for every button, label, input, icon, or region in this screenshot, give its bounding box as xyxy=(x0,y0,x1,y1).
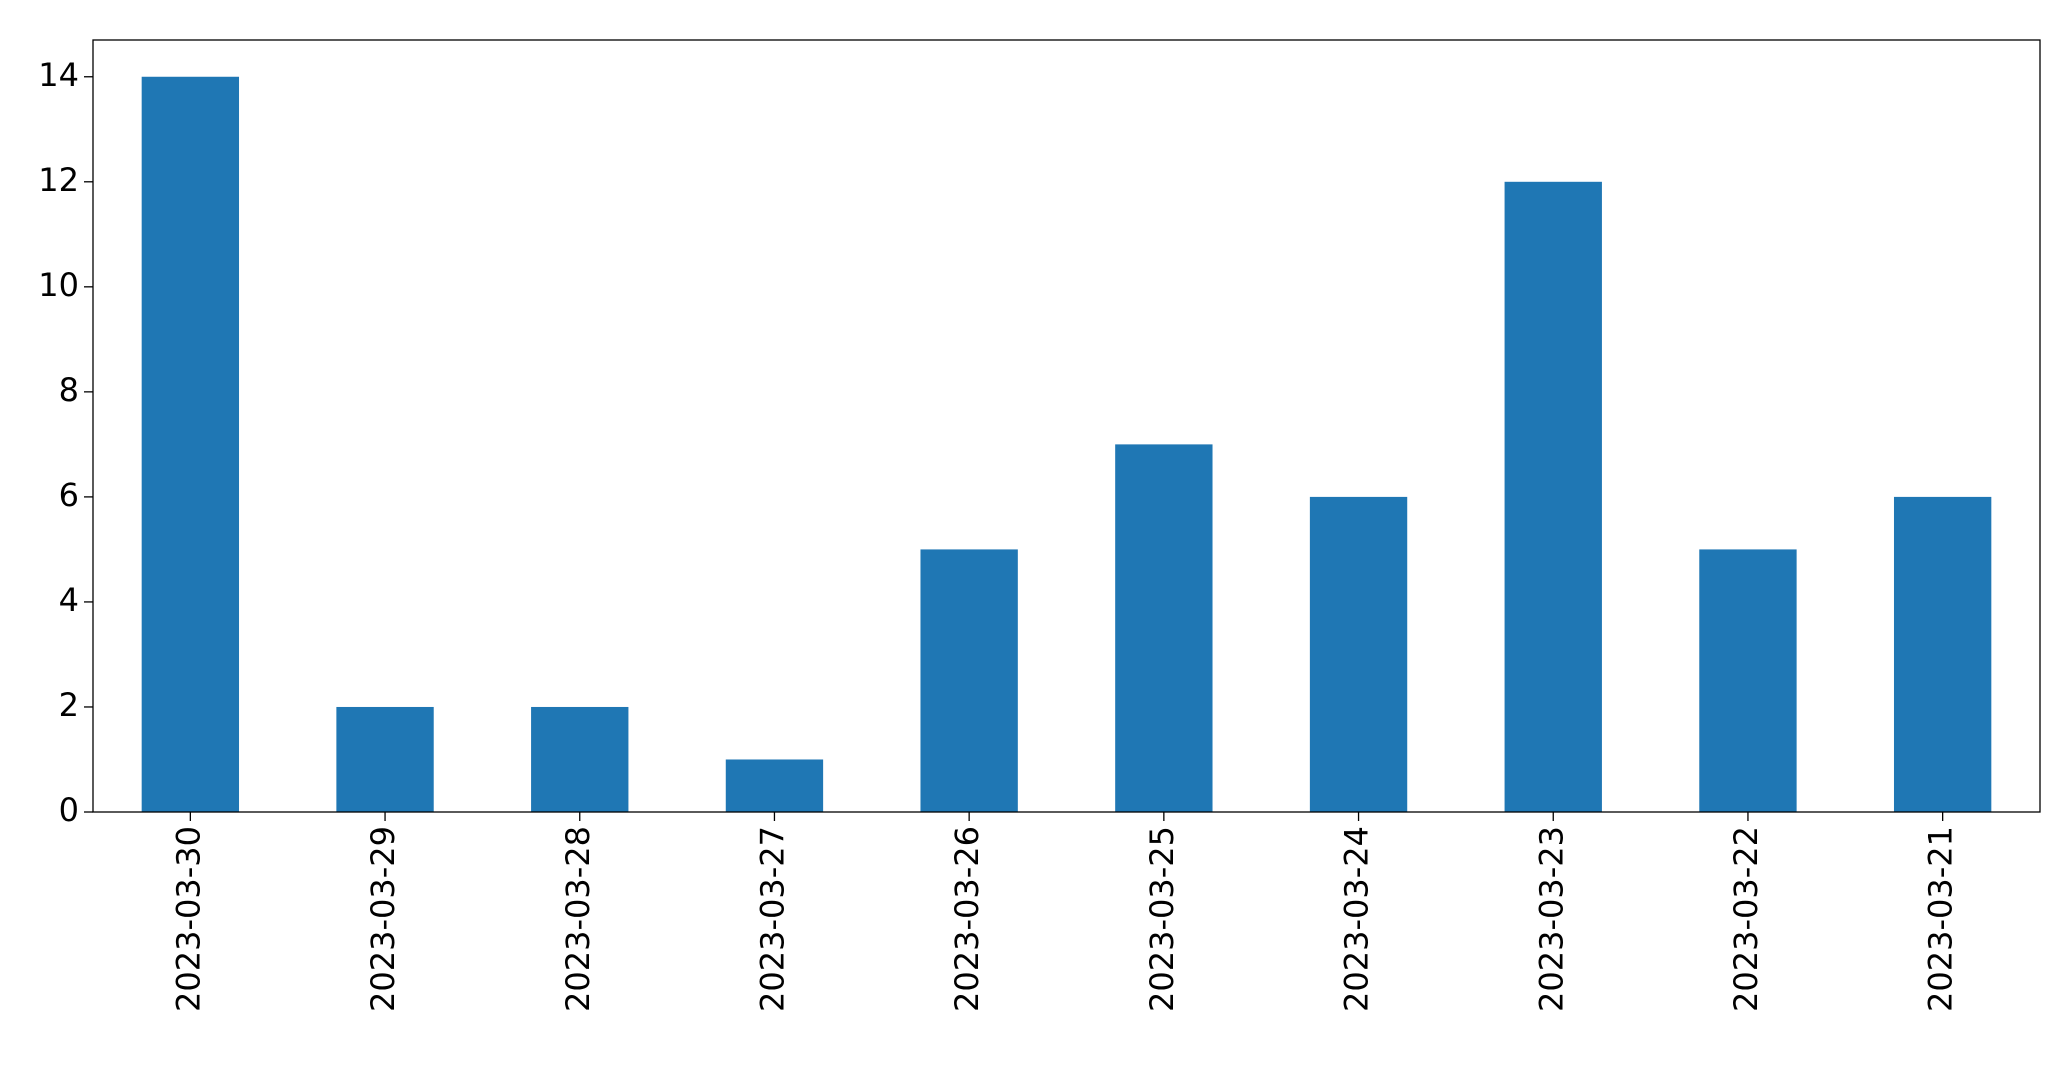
x-tick-label: 2023-03-22 xyxy=(1727,826,1765,1012)
bar xyxy=(920,549,1018,812)
bar xyxy=(1699,549,1797,812)
x-tick-label: 2023-03-30 xyxy=(169,826,207,1012)
bar xyxy=(1504,181,1602,813)
bar xyxy=(1893,496,1992,812)
bar xyxy=(725,759,824,812)
x-tick-label: 2023-03-24 xyxy=(1338,826,1376,1012)
x-tick-label: 2023-03-21 xyxy=(1922,826,1960,1012)
x-tick-label: 2023-03-28 xyxy=(559,826,597,1012)
y-tick-label: 4 xyxy=(59,581,79,619)
y-tick-label: 2 xyxy=(59,686,79,724)
y-tick-label: 6 xyxy=(59,476,79,514)
x-tick-label: 2023-03-26 xyxy=(948,826,986,1012)
y-tick-label: 10 xyxy=(38,266,79,304)
x-tick-label: 2023-03-23 xyxy=(1532,826,1570,1012)
bar xyxy=(531,706,629,812)
bar xyxy=(1115,444,1213,812)
y-tick-label: 12 xyxy=(38,161,79,199)
bar xyxy=(336,706,434,812)
y-tick-label: 14 xyxy=(38,56,79,94)
y-tick-label: 8 xyxy=(59,371,79,409)
plot-frame xyxy=(92,39,2041,813)
bar xyxy=(1309,496,1408,812)
x-tick-label: 2023-03-25 xyxy=(1143,826,1181,1012)
bar xyxy=(141,76,240,812)
y-tick-label: 0 xyxy=(59,791,79,829)
x-tick-label: 2023-03-29 xyxy=(364,826,402,1012)
x-tick-label: 2023-03-27 xyxy=(753,826,791,1012)
